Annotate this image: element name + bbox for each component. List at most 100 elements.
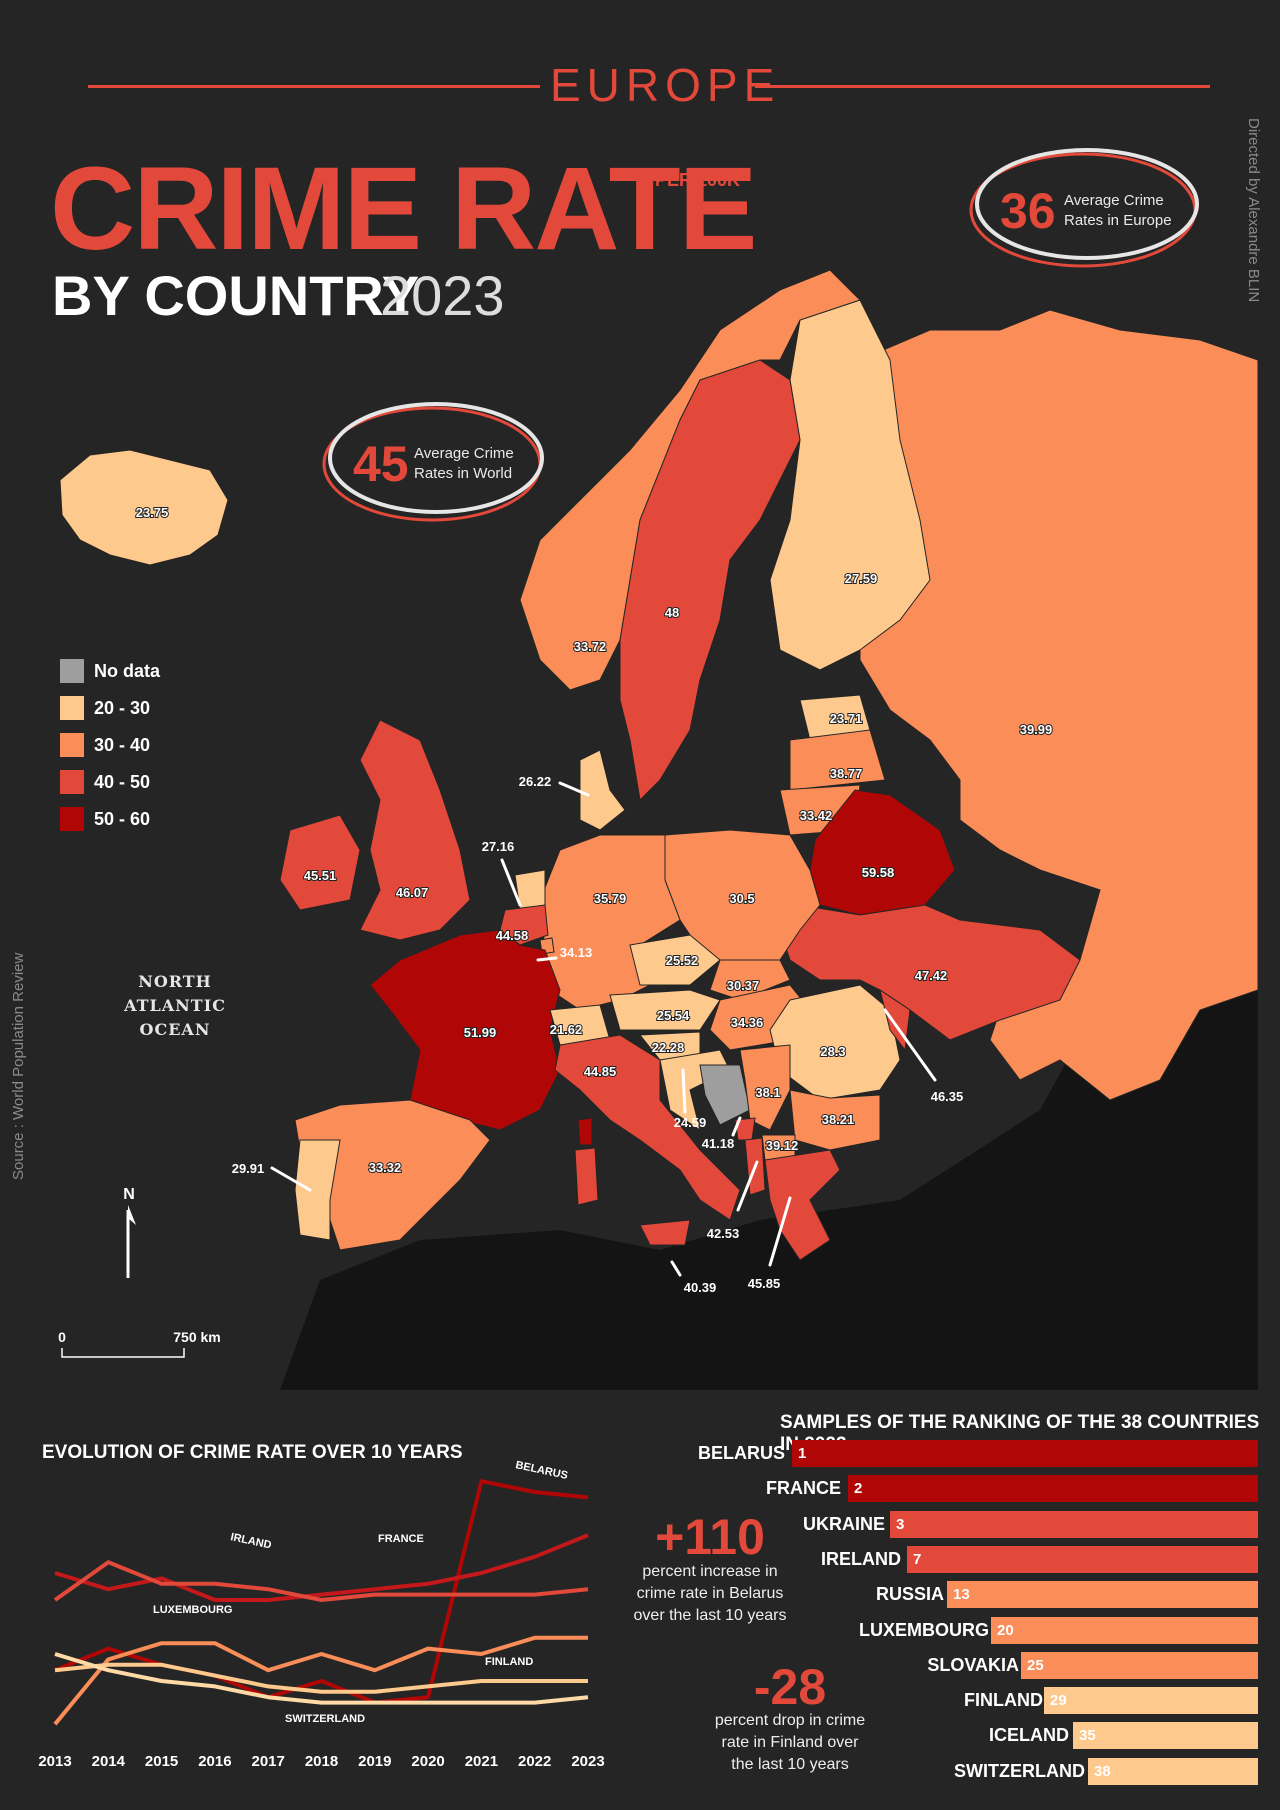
country-bosnia	[699, 1064, 751, 1126]
country-iceland	[59, 449, 229, 566]
value-serbia: 38.1	[755, 1085, 780, 1100]
ranking-country-name: UKRAINE	[802, 1513, 885, 1534]
ranking-bar	[848, 1475, 1258, 1503]
x-tick-label: 2019	[358, 1753, 391, 1770]
series-line-irland	[53, 1560, 589, 1602]
series-line-belarus	[54, 1479, 589, 1705]
series-label: FRANCE	[378, 1533, 424, 1545]
europe-average-value: 36	[1000, 183, 1056, 239]
landmass-south	[280, 870, 1258, 1390]
country-serbia	[739, 1044, 791, 1131]
value-ukraine: 47.42	[915, 968, 948, 983]
ranking-rank: 38	[1094, 1762, 1111, 1780]
legend-swatch	[60, 659, 84, 683]
legend-swatch	[60, 696, 84, 720]
country-greece	[764, 1149, 841, 1261]
x-tick-label: 2022	[518, 1753, 551, 1770]
header-rule-left	[88, 85, 540, 88]
country-sweden	[619, 359, 801, 802]
compass-label: N	[123, 1186, 135, 1203]
legend-swatch	[60, 807, 84, 831]
world-average-line2: Rates in World	[414, 465, 513, 482]
value-sweden: 48	[665, 605, 679, 620]
legend-label: 30 - 40	[94, 734, 151, 755]
europe-map: 23.75 33.72 48 27.59 39.99 23.71 38.77 3…	[58, 269, 1259, 1390]
leader-lines	[270, 781, 937, 1277]
ranking-bar	[991, 1616, 1258, 1644]
ranking-bar	[907, 1545, 1258, 1573]
increase-stat-line1: percent increase in	[642, 1563, 778, 1580]
legend-item: 50 - 60	[60, 806, 150, 832]
value-netherlands: 27.16	[482, 839, 515, 854]
value-ireland: 45.51	[304, 868, 337, 883]
legend-item: No data	[60, 658, 160, 684]
country-france	[369, 929, 561, 1131]
europe-average-line2: Rates in Europe	[1064, 212, 1172, 229]
world-average-value: 45	[353, 436, 409, 492]
legend-item: 40 - 50	[60, 769, 150, 795]
ranking-country-name: BELARUS	[697, 1443, 785, 1463]
value-uk: 46.07	[396, 885, 429, 900]
series-label: IRLAND	[229, 1531, 272, 1551]
value-moldova: 46.35	[931, 1089, 964, 1104]
ranking-country-name: FRANCE	[766, 1478, 841, 1499]
island-sardinia	[574, 1147, 599, 1206]
increase-stat-line3: over the last 10 years	[633, 1607, 787, 1624]
x-tick-label: 2023	[571, 1753, 604, 1770]
value-albania: 42.53	[707, 1226, 740, 1241]
country-latvia	[789, 729, 886, 791]
legend-label: No data	[94, 660, 161, 681]
x-tick-label: 2021	[465, 1753, 498, 1770]
value-austria: 25.54	[657, 1008, 690, 1023]
value-switzerland: 21.62	[550, 1022, 583, 1037]
europe-badge-rings	[969, 148, 1199, 268]
x-tick-label: 2016	[198, 1753, 231, 1770]
value-croatia: 24.59	[674, 1115, 707, 1130]
value-slovakia: 30.37	[727, 978, 760, 993]
ranking-bar	[792, 1440, 1258, 1467]
ranking-bar	[1021, 1651, 1258, 1679]
value-lithuania: 33.42	[800, 808, 833, 823]
island-sicily	[639, 1219, 691, 1246]
drop-stat-value: -28	[753, 1659, 827, 1715]
series-line-switzerland	[54, 1652, 589, 1705]
country-uk	[359, 719, 471, 941]
value-belarus: 59.58	[862, 865, 895, 880]
ocean-line: ATLANTIC	[124, 996, 226, 1015]
ranking-bar	[890, 1510, 1258, 1538]
ranking-country-name: ICELAND	[989, 1725, 1069, 1746]
ranking-bar	[1044, 1687, 1258, 1715]
value-north-macedonia: 39.12	[766, 1138, 799, 1153]
value-slovenia: 22.28	[652, 1040, 685, 1055]
x-tick-label: 2013	[38, 1753, 71, 1770]
value-belgium: 44.58	[496, 928, 529, 943]
country-romania	[769, 984, 901, 1101]
value-portugal: 29.91	[232, 1161, 265, 1176]
value-iceland: 23.75	[136, 505, 169, 520]
ranking-rank: 13	[953, 1586, 970, 1604]
x-tick-label: 2018	[305, 1753, 338, 1770]
series-line-france	[54, 1533, 589, 1602]
legend-swatch	[60, 733, 84, 757]
value-russia: 39.99	[1020, 722, 1053, 737]
country-portugal	[294, 1139, 341, 1241]
legend-label: 40 - 50	[94, 771, 151, 792]
country-finland	[769, 299, 931, 671]
value-latvia: 38.77	[830, 766, 863, 781]
country-ireland	[279, 814, 361, 911]
drop-stat-line3: the last 10 years	[731, 1756, 849, 1773]
ranking-country-name: IRELAND	[821, 1548, 901, 1569]
country-belgium	[499, 904, 549, 946]
value-france: 51.99	[464, 1025, 497, 1040]
main-title: CRIME RATE	[50, 143, 757, 275]
scale-start: 0	[58, 1329, 66, 1345]
ocean-label: NORTH ATLANTIC OCEAN	[120, 970, 230, 1042]
x-tick-label: 2017	[252, 1753, 285, 1770]
series-line-finland	[54, 1662, 588, 1694]
europe-average-line1: Average Crime	[1064, 192, 1164, 209]
ranking-rank: 25	[1027, 1656, 1044, 1674]
value-norway: 33.72	[574, 639, 607, 654]
value-finland: 27.59	[845, 571, 878, 586]
ranking-rank: 29	[1050, 1692, 1067, 1710]
value-czechia: 25.52	[666, 953, 699, 968]
